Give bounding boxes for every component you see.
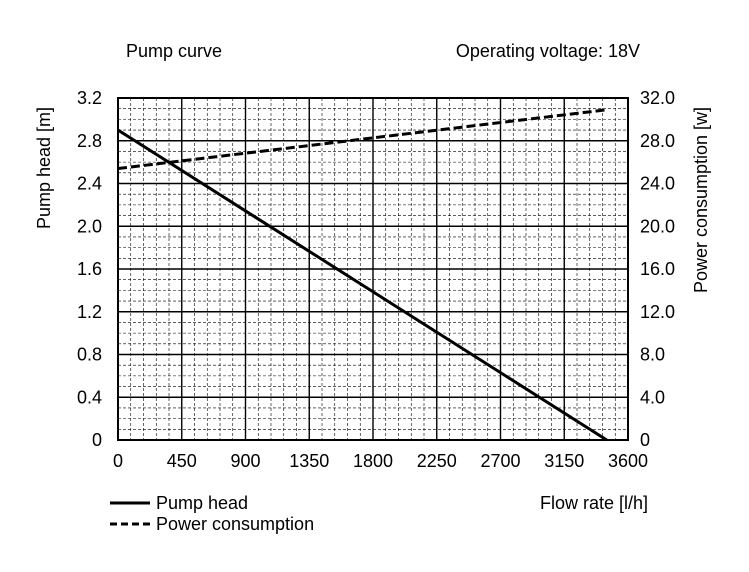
legend-label-power-consumption: Power consumption	[156, 514, 314, 534]
y-tick-label-left: 2.0	[77, 216, 102, 236]
tick-labels: 0 450 900 1350 1800 2250 2700 3150 360000.40.81.…	[77, 88, 675, 471]
series-layer	[117, 108, 608, 442]
series-pump-head-line	[117, 128, 608, 442]
y-tick-label-right: 20.0	[640, 216, 675, 236]
y-tick-label-right: 4.0	[640, 387, 665, 407]
x-tick-label: 1800	[353, 451, 393, 471]
y-tick-label-right: 16.0	[640, 259, 675, 279]
y-tick-label-left: 2.4	[77, 174, 102, 194]
x-tick-label: 900	[230, 451, 260, 471]
x-tick-label: 3600	[608, 451, 648, 471]
y-tick-label-left: 1.2	[77, 302, 102, 322]
y-tick-label-right: 28.0	[640, 131, 675, 151]
chart-title-left: Pump curve	[126, 41, 222, 61]
x-axis-label: Flow rate [l/h]	[540, 493, 648, 513]
y-tick-label-left: 1.6	[77, 259, 102, 279]
chart-title-right: Operating voltage: 18V	[456, 41, 640, 61]
legend: Pump head Power consumption	[110, 493, 314, 534]
y-tick-label-left: 3.2	[77, 88, 102, 108]
series-power-consumption-line	[117, 108, 607, 171]
y-tick-label-left: 2.8	[77, 131, 102, 151]
y-tick-label-left: 0.8	[77, 345, 102, 365]
y-axis-label-left: Pump head [m]	[34, 107, 54, 229]
y-tick-label-right: 8.0	[640, 345, 665, 365]
y-tick-label-right: 24.0	[640, 174, 675, 194]
y-tick-label-right: 12.0	[640, 302, 675, 322]
plot-frame	[117, 97, 629, 441]
y-axis-label-right: Power consumption [w]	[691, 107, 711, 293]
x-tick-label: 3150	[544, 451, 584, 471]
y-tick-label-right: 0	[640, 430, 650, 450]
y-tick-label-right: 32.0	[640, 88, 675, 108]
x-tick-label: 2700	[480, 451, 520, 471]
x-tick-label: 0	[113, 451, 123, 471]
x-tick-label: 2250	[417, 451, 457, 471]
x-tick-label: 450	[167, 451, 197, 471]
x-tick-label: 1350	[289, 451, 329, 471]
y-tick-label-left: 0.4	[77, 387, 102, 407]
y-tick-label-left: 0	[92, 430, 102, 450]
legend-label-pump-head: Pump head	[156, 493, 248, 513]
